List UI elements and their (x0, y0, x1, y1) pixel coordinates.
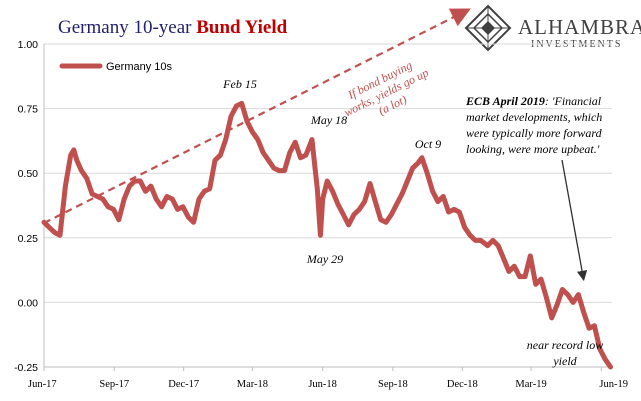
x-tick-label: Jun-19 (599, 379, 628, 390)
axes: 1.00 0.75 0.50 0.25 0.00 -0.25 Jun-17 Sep-17 Dec… (14, 39, 628, 390)
annotation-low-line2: yield (552, 354, 577, 368)
ecb-annotation-line2: market developments, which (466, 110, 602, 124)
x-tick-label: Dec-18 (447, 379, 478, 390)
x-tick-label: Sep-18 (378, 379, 408, 390)
ecb-annotation-quote: : 'Financial (545, 94, 602, 108)
annotation-may29: May 29 (306, 252, 343, 266)
ecb-annotation-line1: ECB April 2019: 'Financial (465, 94, 602, 108)
ecb-annotation-line3: were typically more forward (466, 126, 603, 140)
annotation-may18: May 18 (310, 113, 347, 127)
x-tick-label: Jun-17 (28, 379, 57, 390)
logo-name: ALHAMBRA (518, 15, 641, 39)
y-tick-label: -0.25 (14, 362, 38, 374)
y-tick-label: 0.75 (18, 104, 39, 116)
x-tick-label: Mar-18 (237, 379, 268, 390)
trend-annotation: If bond buying works, yields go up (a lo… (342, 58, 431, 120)
annotation-low-line1: near record low (527, 338, 603, 352)
ecb-annotation-bold: ECB April 2019 (465, 94, 545, 108)
x-tick-label: Dec-17 (168, 379, 199, 390)
annotation-feb15: Feb 15 (222, 77, 257, 91)
alhambra-logo-icon (464, 4, 512, 52)
y-tick-label: 0.50 (18, 168, 39, 180)
trend-arrow (43, 8, 471, 224)
ecb-annotation: ECB April 2019: 'Financial market develo… (465, 94, 603, 282)
x-tick-label: Sep-17 (99, 379, 129, 390)
y-tick-label: 0.25 (18, 233, 39, 245)
y-tick-label: 1.00 (18, 39, 39, 51)
legend: Germany 10s (59, 61, 173, 73)
grid-lines (44, 43, 612, 368)
ecb-arrow (561, 159, 588, 282)
chart-title-part2: Bund Yield (196, 17, 287, 38)
series-line (41, 100, 613, 370)
annotation-oct9: Oct 9 (415, 137, 441, 151)
x-tick-label: Mar-19 (515, 379, 546, 390)
x-tick-label: Jun-18 (308, 379, 337, 390)
series-germany-10s (41, 100, 613, 370)
chart-title: Germany 10-year Bund Yield (58, 17, 288, 38)
legend-label: Germany 10s (106, 61, 173, 73)
chart-title-part1: Germany 10-year (58, 17, 196, 38)
y-tick-label: 0.00 (18, 297, 39, 309)
ecb-annotation-line4: looking, were more upbeat.' (466, 142, 600, 156)
alhambra-logo: ALHAMBRA INVESTMENTS (464, 4, 641, 52)
